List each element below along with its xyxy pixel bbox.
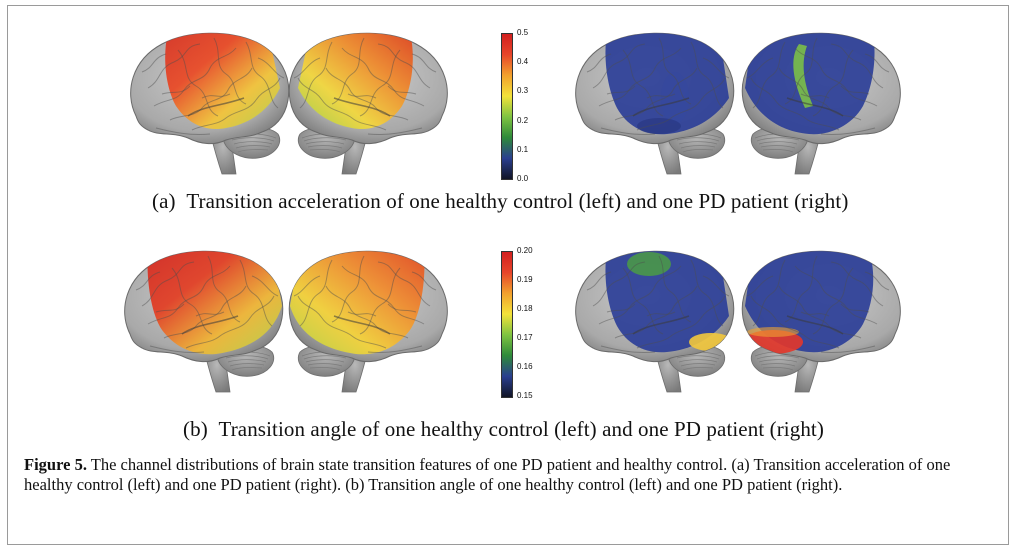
colorbar-b-tick: 0.18 [517, 304, 533, 313]
brain-b-healthy-right [288, 250, 448, 393]
colorbar-b-tick: 0.17 [517, 333, 533, 342]
figure-caption: Figure 5. The channel distributions of b… [24, 455, 984, 495]
brain-b-healthy-left [124, 250, 284, 393]
colorbar-a-tick: 0.5 [517, 28, 529, 37]
colorbar-b [501, 251, 513, 398]
colorbar-a-tick: 0.1 [517, 145, 529, 154]
panel-a-letter: (a) [152, 189, 176, 213]
panel-a-caption-text: Transition acceleration of one healthy c… [186, 189, 849, 213]
colorbar-a-tick: 0.4 [517, 57, 529, 66]
panel-b-letter: (b) [183, 417, 208, 441]
colorbar-b-tick: 0.20 [517, 246, 533, 255]
panel-a-caption: (a) Transition acceleration of one healt… [152, 189, 848, 214]
figure-caption-label: Figure 5. [24, 455, 87, 474]
brain-a-healthy-left [130, 32, 290, 175]
colorbar-a-tick: 0.0 [517, 174, 529, 183]
colorbar-b-tick: 0.16 [517, 362, 533, 371]
brain-a-pd-right [741, 32, 901, 175]
colorbar-a-tick: 0.2 [517, 116, 529, 125]
colorbar-a-tick: 0.3 [517, 86, 529, 95]
colorbar-a [501, 33, 513, 180]
brain-a-pd-left [575, 32, 735, 175]
brain-b-pd-right [741, 250, 901, 393]
colorbar-b-tick: 0.19 [517, 275, 533, 284]
panel-b-caption: (b) Transition angle of one healthy cont… [183, 417, 824, 442]
brain-a-healthy-right [288, 32, 448, 175]
figure-caption-text: The channel distributions of brain state… [24, 455, 951, 494]
panel-b-caption-text: Transition angle of one healthy control … [218, 417, 824, 441]
brain-b-pd-left [575, 250, 735, 393]
colorbar-b-tick: 0.15 [517, 391, 533, 400]
